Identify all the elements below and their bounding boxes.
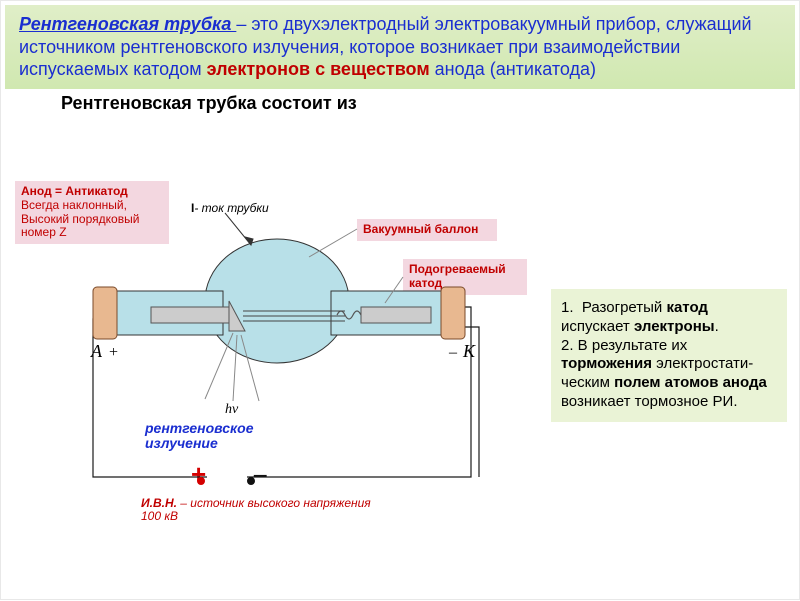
- diagram-svg: A + – K hv: [1, 1, 800, 601]
- minus-terminal-dot: [247, 477, 255, 485]
- label-A-plus: +: [109, 344, 118, 361]
- label-hv: hv: [225, 402, 239, 417]
- label-A: A: [90, 341, 103, 361]
- label-K-minus: –: [448, 344, 458, 361]
- plus-terminal-dot: [197, 477, 205, 485]
- label-K: K: [462, 341, 476, 361]
- current-arrow: [225, 213, 253, 245]
- xray-tube: A + – K hv: [90, 239, 476, 417]
